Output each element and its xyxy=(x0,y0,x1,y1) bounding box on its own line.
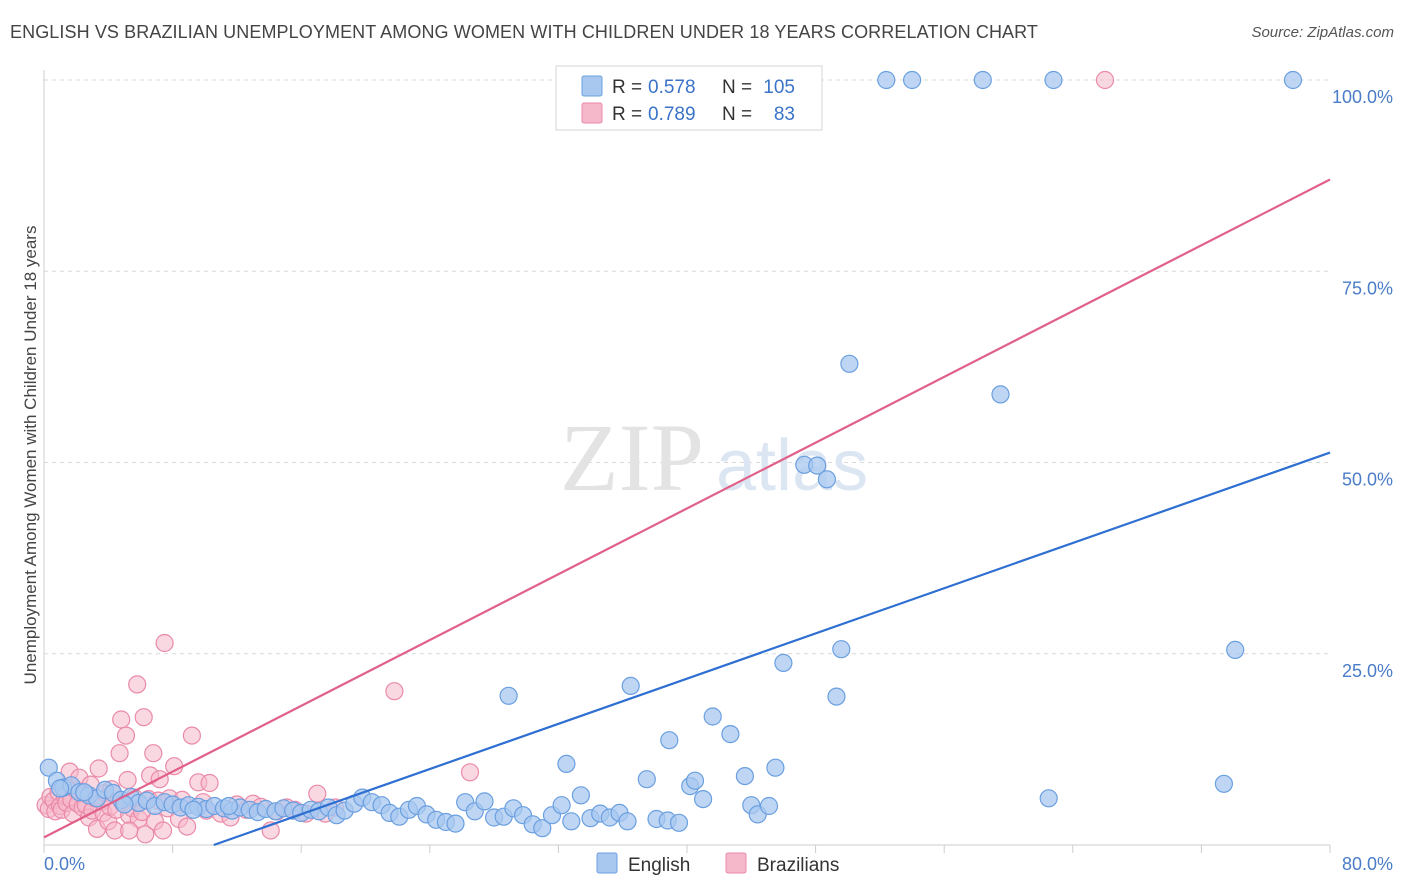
brazilians-point xyxy=(89,759,108,778)
english-point xyxy=(991,385,1010,404)
brazilians-point xyxy=(200,773,219,793)
brazilians-point xyxy=(165,757,184,776)
y-tick-label: 75.0% xyxy=(1342,278,1393,298)
brazilians-point xyxy=(144,744,163,763)
english-point xyxy=(735,766,755,786)
english-point xyxy=(973,70,992,90)
brazilians-point xyxy=(460,763,480,782)
english-point xyxy=(703,707,722,726)
bottom-legend-label-english: English xyxy=(628,855,690,876)
english-point xyxy=(808,456,827,475)
brazilians-point xyxy=(182,726,201,745)
english-point xyxy=(557,754,576,774)
y-tick-label: 50.0% xyxy=(1342,470,1393,490)
brazilians-point xyxy=(1095,70,1115,90)
english-point xyxy=(1226,640,1245,660)
english-point xyxy=(1039,789,1058,808)
x-tick-label-max: 80.0% xyxy=(1342,854,1393,874)
english-point xyxy=(766,758,785,777)
legend-n-value-brazilians: 83 xyxy=(774,104,795,125)
brazilians-point xyxy=(110,744,129,763)
english-point xyxy=(571,786,591,805)
watermark: ZIP atlas xyxy=(560,404,868,511)
watermark-atlas: atlas xyxy=(716,426,868,506)
y-tick-label: 100.0% xyxy=(1332,87,1393,107)
english-point xyxy=(39,758,58,777)
english-point xyxy=(817,470,837,489)
bottom-legend-swatch-brazilians xyxy=(725,852,747,874)
bottom-legend-swatch-english xyxy=(596,852,618,874)
grid-lines: 25.0% 50.0% 75.0% 100.0% xyxy=(44,79,1393,681)
brazilians-point xyxy=(112,710,131,729)
legend-swatch-brazilians xyxy=(581,102,603,124)
bottom-legend-label-brazilians: Brazilians xyxy=(757,855,839,876)
axes: 0.0% 80.0% xyxy=(43,70,1393,874)
legend-n-value-english: 105 xyxy=(763,77,795,98)
legend-n-label-brazilians: N = xyxy=(722,104,752,125)
english-point xyxy=(618,812,637,831)
legend-n-label-english: N = xyxy=(722,77,752,98)
english-point xyxy=(774,653,793,673)
english-trendline xyxy=(213,451,1331,847)
y-tick-label: 25.0% xyxy=(1342,661,1393,681)
english-point xyxy=(219,796,238,816)
brazilians-point xyxy=(155,633,174,653)
legend-r-label-brazilians: R = xyxy=(612,104,642,125)
brazilians-point xyxy=(178,817,197,836)
x-tick-label-min: 0.0% xyxy=(44,854,85,874)
english-series xyxy=(39,70,1303,838)
bottom-legend: English Brazilians xyxy=(596,852,839,876)
legend-r-value-brazilians: 0.789 xyxy=(648,104,696,125)
english-point xyxy=(562,812,581,831)
english-point xyxy=(621,676,640,696)
brazilians-point xyxy=(128,675,147,694)
legend-r-value-english: 0.578 xyxy=(648,77,696,98)
english-point xyxy=(533,819,552,838)
brazilians-point xyxy=(134,708,153,727)
brazilians-point xyxy=(385,682,404,701)
english-point xyxy=(685,771,705,790)
english-point xyxy=(902,70,922,90)
chart-source: Source: ZipAtlas.com xyxy=(1251,24,1394,41)
legend-r-label-english: R = xyxy=(612,77,642,98)
english-point xyxy=(637,770,656,789)
english-point xyxy=(877,70,896,90)
brazilians-point xyxy=(118,770,137,790)
brazilians-point xyxy=(308,784,327,803)
watermark-zip: ZIP xyxy=(560,404,704,511)
english-point xyxy=(475,792,494,811)
english-point xyxy=(840,354,859,373)
chart-title: ENGLISH VS BRAZILIAN UNEMPLOYMENT AMONG … xyxy=(10,22,1039,42)
english-point xyxy=(693,789,713,809)
english-point xyxy=(75,783,94,802)
english-point xyxy=(499,686,518,705)
english-point xyxy=(184,800,203,819)
english-point xyxy=(827,687,846,706)
english-point xyxy=(1283,70,1303,90)
english-point xyxy=(669,813,689,832)
english-point xyxy=(1214,774,1234,793)
brazilians-point xyxy=(116,726,136,745)
brazilians-trendline xyxy=(43,178,1331,839)
english-point xyxy=(50,779,70,798)
english-point xyxy=(721,724,740,744)
brazilians-point xyxy=(153,821,173,840)
legend: R = 0.578 N = 105 R = 0.789 N = 83 xyxy=(555,65,823,131)
english-point xyxy=(552,796,571,815)
y-axis-title: Unemployment Among Women with Children U… xyxy=(21,226,40,685)
english-point xyxy=(759,796,779,816)
legend-swatch-english xyxy=(581,75,603,97)
english-point xyxy=(446,814,465,833)
trendlines xyxy=(43,178,1331,847)
english-point xyxy=(660,731,679,750)
english-point xyxy=(832,640,851,659)
brazilians-point xyxy=(120,821,139,840)
english-point xyxy=(1044,70,1063,90)
